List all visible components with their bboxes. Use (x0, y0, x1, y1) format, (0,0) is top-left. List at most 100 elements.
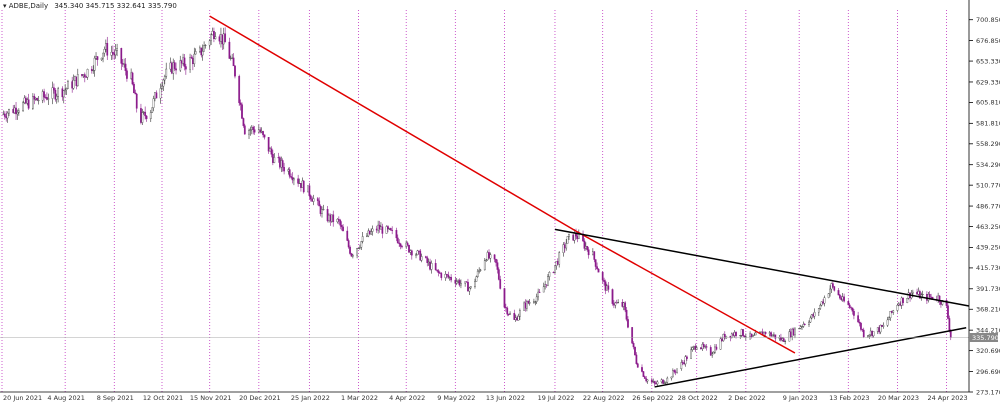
candle (103, 46, 106, 57)
candle (93, 55, 96, 77)
candle (5, 111, 8, 122)
candle (184, 63, 187, 75)
candle (238, 74, 241, 107)
time-axis[interactable]: 20 Jun 2021 4 Aug 2021 8 Sep 2021 12 Oct 20… (3, 394, 968, 402)
candle (535, 293, 538, 305)
candle (381, 223, 384, 239)
candle (715, 344, 718, 351)
candle (260, 127, 263, 134)
candle (133, 82, 135, 94)
candle (650, 377, 653, 385)
candle (396, 234, 399, 244)
candle (385, 225, 388, 234)
candle (489, 252, 492, 263)
candle (594, 259, 597, 271)
candle (897, 302, 900, 307)
candle (161, 82, 163, 91)
candle (221, 34, 224, 50)
price-axis[interactable]: 700.850 676.850 653.330 629.330 605.810 581.8… (969, 16, 1000, 396)
candle (371, 225, 374, 236)
x-tick-label: 12 Oct 2021 (143, 394, 183, 402)
candle (733, 330, 736, 338)
trendlines[interactable] (209, 15, 970, 388)
candle (794, 327, 796, 339)
candle (123, 58, 125, 68)
candle (65, 87, 68, 95)
y-tick-label: 273.170 (976, 388, 1000, 396)
candle (674, 369, 677, 376)
candle (189, 53, 191, 73)
candle (892, 309, 895, 315)
candle (503, 287, 506, 309)
candle (683, 360, 685, 366)
candle (51, 81, 54, 105)
red-trendline[interactable] (575, 230, 796, 354)
candle (408, 244, 410, 254)
candle (770, 331, 772, 338)
candle (302, 180, 305, 194)
candle (604, 279, 607, 295)
candle (882, 322, 885, 329)
candle (180, 59, 183, 69)
red-trendline[interactable] (209, 15, 577, 232)
candle (200, 47, 203, 58)
candle (545, 284, 548, 288)
candle (95, 52, 97, 60)
candle (33, 93, 36, 105)
candle (426, 255, 429, 267)
candle (389, 227, 392, 231)
ohlc-readout: 345.340 345.715 332.641 335.790 (54, 2, 177, 10)
black-trendline[interactable] (554, 228, 970, 307)
candle (843, 293, 845, 303)
x-tick-label: 1 Mar 2022 (341, 394, 378, 402)
candle (700, 347, 702, 350)
candle (632, 341, 635, 350)
candle (67, 79, 69, 89)
candle (862, 327, 865, 339)
candle (253, 126, 256, 135)
y-tick-label: 344.210 (976, 326, 1000, 334)
candle (378, 220, 381, 233)
candle (798, 328, 801, 330)
candle (686, 355, 688, 361)
candle (54, 87, 57, 102)
candle (847, 299, 850, 306)
candle (8, 108, 10, 117)
candle (603, 277, 605, 286)
candle (937, 292, 939, 304)
candle (840, 295, 843, 302)
candle (537, 288, 540, 301)
candle (124, 58, 127, 76)
candle (293, 177, 295, 186)
candle (771, 334, 774, 337)
candle (151, 107, 154, 113)
candle (17, 108, 20, 116)
candle (857, 311, 859, 323)
candle (141, 108, 144, 125)
candle (607, 281, 610, 293)
candle (704, 344, 707, 349)
candle (813, 308, 816, 320)
candle (586, 245, 589, 252)
candle (427, 258, 430, 266)
collapse-triangle-icon[interactable]: ▾ (3, 2, 7, 10)
candle (163, 74, 166, 85)
candle (876, 327, 879, 335)
candle (869, 327, 872, 337)
candle (534, 300, 537, 306)
candle (642, 370, 645, 377)
candle (871, 330, 874, 339)
candle (248, 128, 250, 140)
black-trendline[interactable] (654, 326, 967, 388)
y-tick-label: 415.730 (976, 264, 1000, 272)
candle (86, 68, 89, 80)
candle (201, 44, 204, 61)
candle (222, 27, 225, 50)
candle (732, 332, 735, 337)
candle (62, 89, 65, 104)
x-tick-label: 28 Oct 2022 (678, 394, 718, 402)
candle (361, 232, 364, 244)
candle (641, 364, 643, 373)
y-tick-label: 605.810 (976, 99, 1000, 107)
